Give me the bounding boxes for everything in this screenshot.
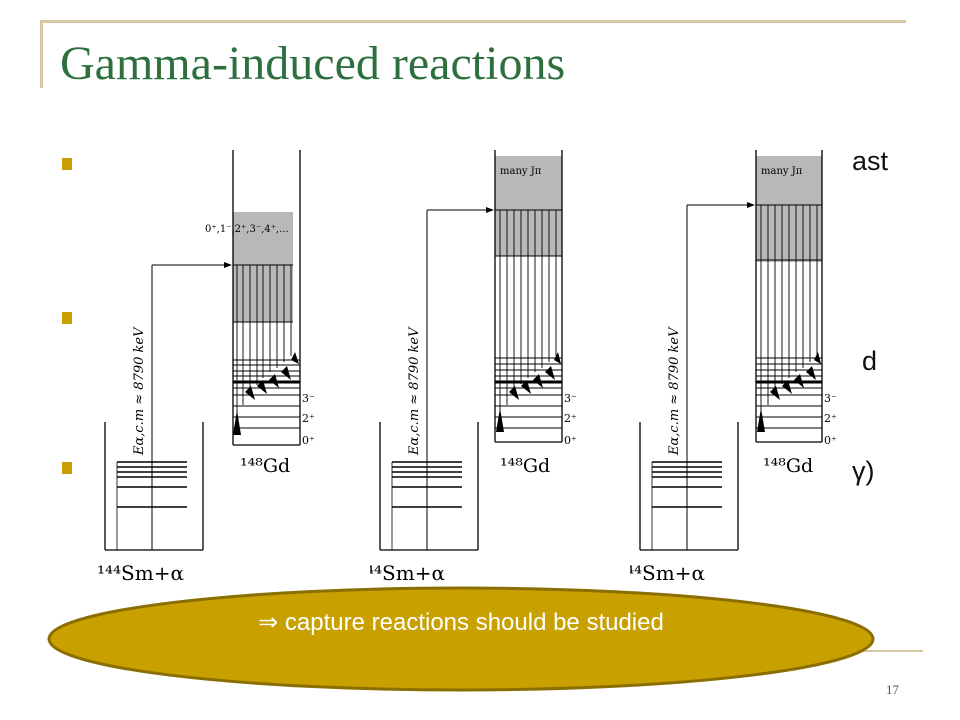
level-label: 2⁺ [630, 497, 631, 510]
level-label: 0⁺ [95, 544, 96, 557]
level-label: 2⁺ [95, 497, 96, 510]
bullet-marker [62, 312, 72, 324]
level-scheme-diagram: 0⁺,1⁻,2⁺,3⁻,4⁺,... 3⁻ 2⁺ 0⁺ ¹⁴⁸Gd Eα,c.m… [95, 150, 315, 585]
spin-label: 0⁺,1⁻,2⁺,3⁻,4⁺,... [205, 224, 289, 235]
bullet-text-fragment: ast [852, 146, 889, 176]
energy-label: Eα,c.m ≈ 8790 keV [667, 326, 682, 456]
spin-label: many Jπ [500, 166, 542, 177]
product-label: ¹⁴⁸Gd [500, 455, 550, 477]
spin-label: many Jπ [761, 166, 803, 177]
level-label: 2⁺ [824, 412, 837, 425]
bullet-text-fragment: d [862, 346, 878, 376]
level-label: 2⁺ [564, 412, 577, 425]
page-number: 17 [886, 682, 899, 697]
target-label: ¹⁴⁴Sm+α [97, 561, 184, 585]
level-label: 3⁻ [302, 392, 315, 405]
continuum-region [495, 156, 562, 256]
product-label: ¹⁴⁸Gd [763, 455, 813, 477]
target-label: ¹⁴⁴Sm+α [370, 561, 445, 585]
bullet-text-fragment: γ) [852, 456, 875, 486]
slide-frame-left [40, 20, 43, 88]
product-label: ¹⁴⁸Gd [240, 455, 290, 477]
energy-label: Eα,c.m ≈ 8790 keV [407, 326, 422, 456]
slide-frame-top [40, 20, 906, 23]
callout-text: ⇒ capture reactions should be studied [258, 609, 664, 636]
level-label: 0⁺ [564, 434, 577, 447]
level-label: 0⁺ [630, 544, 631, 557]
level-scheme-diagram: many Jπ 3⁻ 2⁺ 0⁺ ¹⁴⁸Gd Eα,c.m ≈ 8790 keV… [630, 150, 837, 585]
gd-level-lines [233, 264, 300, 429]
level-label: 3⁻ [564, 392, 577, 405]
gamma-cascade [236, 265, 292, 435]
level-label: 2⁺ [370, 497, 371, 510]
energy-label: Eα,c.m ≈ 8790 keV [132, 326, 147, 456]
level-label: 0⁺ [370, 544, 371, 557]
level-scheme-diagram: many Jπ 3⁻ 2⁺ 0⁺ ¹⁴⁸Gd Eα,c.m ≈ 8790 keV… [370, 150, 577, 585]
level-label: 3⁻ [824, 392, 837, 405]
bullet-marker [62, 158, 72, 170]
level-label: 0⁺ [302, 434, 315, 447]
bullet-marker [62, 462, 72, 474]
level-label: 2⁺ [302, 412, 315, 425]
slide-title: Gamma-induced reactions [60, 37, 566, 90]
level-label: 0⁺ [824, 434, 837, 447]
callout-ellipse [47, 586, 875, 692]
target-label: ¹⁴⁴Sm+α [630, 561, 705, 585]
